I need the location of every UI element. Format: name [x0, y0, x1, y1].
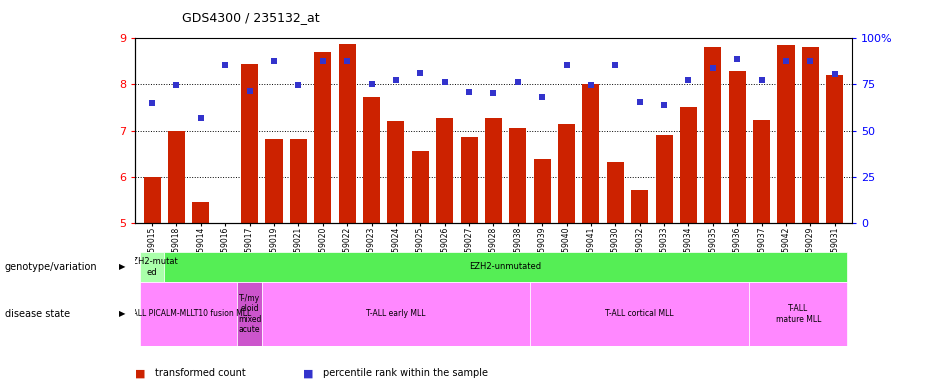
Bar — [680, 107, 697, 223]
Text: EZH2-mutat
ed: EZH2-mutat ed — [127, 257, 178, 276]
Bar — [241, 64, 258, 223]
Point — [144, 100, 159, 106]
Bar — [290, 139, 307, 223]
Point — [584, 82, 599, 88]
Bar — [412, 151, 429, 223]
Text: EZH2-unmutated: EZH2-unmutated — [469, 262, 542, 271]
Bar — [729, 71, 746, 223]
Point — [681, 77, 696, 83]
Point — [438, 79, 452, 85]
Bar — [583, 84, 600, 223]
Bar — [705, 47, 722, 223]
Bar — [631, 190, 648, 223]
Point — [608, 61, 623, 68]
Bar — [262, 282, 530, 346]
Point — [754, 77, 769, 83]
Text: T-ALL cortical MLL: T-ALL cortical MLL — [605, 310, 674, 318]
Point — [730, 56, 745, 62]
Bar — [530, 282, 749, 346]
Point — [290, 82, 305, 88]
Bar — [777, 45, 794, 223]
Point — [242, 88, 257, 94]
Text: ▶: ▶ — [119, 262, 126, 271]
Point — [632, 99, 647, 105]
Point — [364, 81, 379, 88]
Text: percentile rank within the sample: percentile rank within the sample — [323, 368, 488, 378]
Text: disease state: disease state — [5, 309, 70, 319]
Text: genotype/variation: genotype/variation — [5, 262, 97, 272]
Bar — [363, 97, 380, 223]
Text: T-ALL
mature MLL: T-ALL mature MLL — [776, 304, 821, 324]
Bar — [436, 118, 453, 223]
Text: T-ALL PICALM-MLLT10 fusion MLL: T-ALL PICALM-MLLT10 fusion MLL — [126, 310, 251, 318]
Bar — [193, 202, 209, 223]
Bar — [827, 75, 843, 223]
Bar — [140, 252, 164, 282]
Point — [706, 65, 721, 71]
Bar — [140, 282, 237, 346]
Bar — [143, 177, 160, 223]
Bar — [749, 282, 847, 346]
Point — [462, 89, 477, 95]
Point — [656, 102, 671, 108]
Text: ▶: ▶ — [119, 310, 126, 318]
Point — [828, 71, 843, 77]
Point — [218, 61, 233, 68]
Point — [316, 58, 331, 64]
Point — [486, 90, 501, 96]
Bar — [168, 131, 185, 223]
Point — [560, 62, 574, 68]
Bar — [237, 282, 262, 346]
Bar — [802, 47, 819, 223]
Bar — [655, 135, 672, 223]
Text: GDS4300 / 235132_at: GDS4300 / 235132_at — [182, 12, 319, 25]
Point — [388, 77, 403, 83]
Point — [340, 58, 355, 64]
Text: ■: ■ — [303, 368, 313, 378]
Text: ■: ■ — [135, 368, 145, 378]
Point — [510, 79, 525, 85]
Bar — [387, 121, 404, 223]
Point — [169, 82, 184, 88]
Point — [266, 58, 281, 64]
Point — [194, 114, 209, 121]
Point — [778, 58, 793, 64]
Point — [803, 58, 817, 65]
Bar — [753, 120, 770, 223]
Bar — [315, 52, 331, 223]
Bar — [558, 124, 575, 223]
Bar — [607, 162, 624, 223]
Bar — [265, 139, 282, 223]
Text: T-/my
eloid
mixed
acute: T-/my eloid mixed acute — [238, 294, 262, 334]
Text: transformed count: transformed count — [155, 368, 246, 378]
Point — [534, 94, 549, 100]
Bar — [461, 137, 478, 223]
Bar — [485, 118, 502, 223]
Bar — [533, 159, 551, 223]
Bar — [339, 44, 356, 223]
Point — [412, 70, 427, 76]
Bar — [509, 128, 526, 223]
Text: T-ALL early MLL: T-ALL early MLL — [366, 310, 425, 318]
